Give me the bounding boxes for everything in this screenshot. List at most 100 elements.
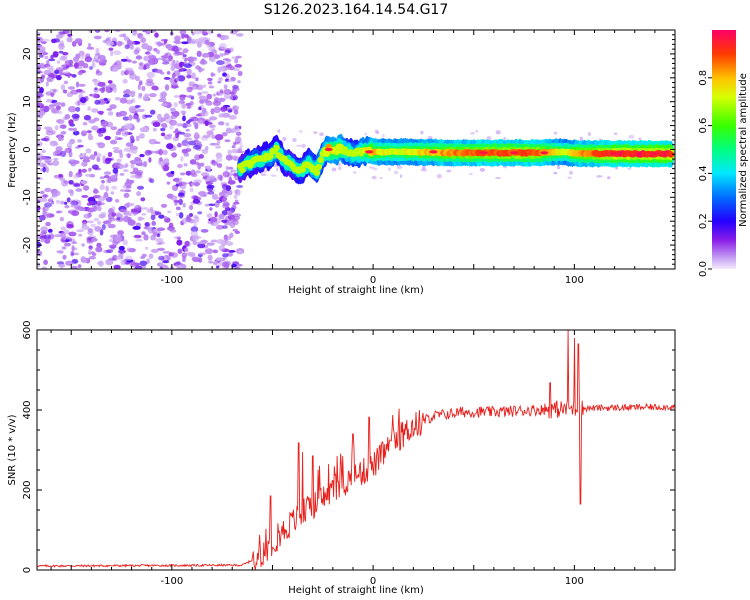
heatmap-noise-cell (54, 110, 63, 114)
heatmap-noise-cell (133, 49, 140, 55)
heatmap-noise-cell (123, 169, 129, 173)
heatmap-noise-cell (50, 54, 54, 59)
heatmap-noise-cell (206, 213, 213, 219)
heatmap-noise-cell (128, 90, 136, 95)
heatmap-noise-cell (105, 185, 109, 192)
heatmap-noise-cell (128, 114, 133, 121)
heatmap-noise-cell (208, 260, 214, 264)
heatmap-noise-cell (141, 85, 146, 92)
heatmap-noise-cell (81, 243, 85, 247)
heatmap-noise-cell (182, 203, 186, 208)
heatmap-noise-cell (113, 50, 122, 56)
heatmap-noise-cell (73, 174, 79, 179)
heatmap-noise-cell (210, 58, 216, 63)
heatmap-faint-cell (394, 170, 399, 175)
heatmap-noise-cell (90, 237, 98, 242)
heatmap-noise-cell (234, 136, 242, 143)
heatmap-noise-cell (235, 55, 242, 59)
heatmap-noise-cell (177, 192, 185, 197)
heatmap-noise-cell (199, 193, 204, 197)
heatmap-noise-cell (190, 38, 197, 45)
heatmap-noise-cell (236, 185, 244, 188)
heatmap-noise-cell (182, 54, 187, 58)
heatmap-noise-cell (125, 99, 133, 105)
heatmap-noise-cell (204, 120, 209, 127)
heatmap-noise-cell (86, 130, 92, 134)
heatmap-noise-cell (227, 149, 232, 155)
heatmap-noise-cell (215, 224, 225, 230)
heatmap-noise-cell (190, 169, 196, 176)
heatmap-noise-cell (237, 80, 241, 84)
heatmap-noise-cell (129, 145, 138, 151)
heatmap-noise-cell (220, 106, 227, 112)
heatmap-noise-cell (181, 41, 190, 45)
heatmap-ridge-cell (313, 169, 321, 176)
heatmap-faint-cell (376, 130, 380, 135)
heatmap-noise-cell (134, 171, 141, 175)
heatmap-noise-cell (67, 210, 72, 214)
heatmap-noise-cell (112, 66, 119, 72)
heatmap-noise-cell (76, 229, 84, 233)
heatmap-noise-cell (60, 177, 66, 182)
heatmap-noise-cell (197, 211, 203, 215)
heatmap-noise-cell (144, 114, 153, 118)
heatmap-noise-cell (87, 207, 95, 213)
heatmap-noise-cell (40, 190, 45, 195)
heatmap-noise-cell (105, 249, 114, 254)
heatmap-noise-cell (132, 225, 141, 230)
heatmap-noise-cell (210, 239, 218, 243)
heatmap-noise-cell (90, 223, 97, 228)
heatmap-noise-cell (97, 220, 102, 225)
heatmap-faint-cell (479, 168, 485, 172)
heatmap-noise-cell (57, 135, 62, 142)
heatmap-faint-cell (579, 136, 584, 142)
colorbar-tick-label: 0.2 (698, 213, 709, 229)
heatmap-noise-cell (81, 195, 89, 198)
colorbar-tick-label: 0.0 (698, 261, 709, 277)
heatmap-noise-cell (41, 149, 46, 154)
heatmap-noise-cell (91, 125, 99, 131)
heatmap-noise-cell (67, 106, 77, 113)
heatmap-noise-cell (45, 81, 49, 87)
heatmap-noise-cell (95, 246, 103, 253)
heatmap-noise-cell (89, 66, 93, 70)
heatmap-noise-cell (135, 135, 140, 142)
heatmap-noise-cell (234, 58, 239, 64)
heatmap-noise-cell (234, 230, 241, 234)
heatmap-noise-cell (45, 60, 50, 66)
heatmap-noise-cell (215, 265, 220, 269)
heatmap-noise-cell (39, 87, 44, 94)
heatmap-noise-cell (222, 58, 230, 61)
heatmap-noise-cell (186, 95, 194, 98)
heatmap-noise-cell (119, 173, 125, 176)
heatmap-noise-cell (229, 96, 234, 100)
heatmap-noise-cell (104, 30, 110, 33)
heatmap-noise-cell (125, 153, 132, 158)
heatmap-noise-cell (91, 164, 99, 170)
heatmap-noise-cell (107, 151, 113, 158)
heatmap-noise-cell (173, 102, 178, 108)
heatmap-faint-cell (313, 131, 318, 134)
heatmap-noise-cell (40, 138, 49, 141)
heatmap-noise-cell (62, 52, 69, 56)
heatmap-noise-cell (87, 196, 96, 203)
heatmap-noise-cell (209, 142, 218, 146)
heatmap-noise-cell (152, 232, 158, 237)
heatmap-noise-cell (204, 39, 210, 45)
heatmap-noise-cell (192, 240, 198, 246)
heatmap-faint-cell (388, 167, 391, 172)
heatmap-faint-cell (470, 132, 475, 135)
snr-series-line (37, 330, 675, 570)
heatmap-noise-cell (88, 255, 96, 260)
heatmap-noise-cell (103, 191, 109, 198)
heatmap-noise-cell (209, 116, 218, 121)
heatmap-noise-cell (194, 236, 203, 239)
heatmap-noise-cell (117, 230, 124, 236)
heatmap-noise-cell (66, 92, 74, 98)
heatmap-noise-cell (174, 128, 179, 133)
heatmap-noise-cell (122, 78, 128, 84)
heatmap-noise-cell (194, 38, 202, 44)
heatmap-noise-cell (221, 219, 228, 223)
heatmap-ridge-cell (317, 156, 325, 164)
